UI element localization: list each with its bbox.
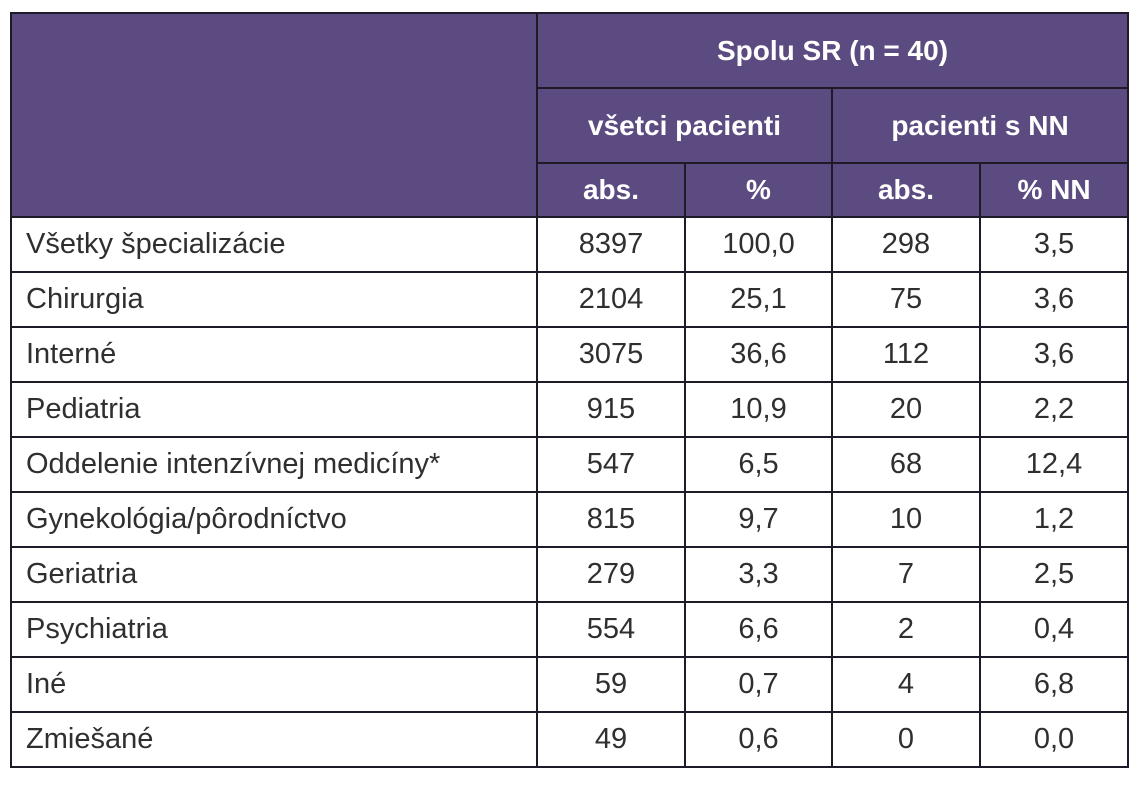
cell-abs-all: 59: [536, 656, 686, 713]
row-label: Chirurgia: [10, 271, 538, 328]
row-label: Geriatria: [10, 546, 538, 603]
cell-pct-all: 6,6: [684, 601, 833, 658]
table-row: Interné 3075 36,6 112 3,6: [10, 326, 1130, 383]
table-row: Gynekológia/pôrodníctvo 815 9,7 10 1,2: [10, 491, 1130, 548]
cell-abs-nn: 0: [831, 711, 981, 768]
cell-abs-nn: 298: [831, 216, 981, 273]
cell-abs-nn: 68: [831, 436, 981, 493]
table-row: Zmiešané 49 0,6 0 0,0: [10, 711, 1130, 768]
cell-pct-nn: 0,4: [978, 601, 1130, 658]
cell-abs-nn: 75: [831, 271, 981, 328]
row-label: Všetky špecializácie: [10, 216, 538, 273]
cell-abs-all: 815: [536, 491, 686, 548]
row-label: Oddelenie intenzívnej medicíny*: [10, 436, 538, 493]
cell-pct-nn: 2,5: [978, 546, 1130, 603]
cell-pct-nn: 3,5: [978, 216, 1130, 273]
cell-pct-all: 36,6: [684, 326, 833, 383]
table-row: Geriatria 279 3,3 7 2,5: [10, 546, 1130, 603]
cell-pct-all: 0,7: [684, 656, 833, 713]
cell-pct-all: 6,5: [684, 436, 833, 493]
cell-pct-all: 25,1: [684, 271, 833, 328]
cell-abs-nn: 7: [831, 546, 981, 603]
table-row: Všetky špecializácie 8397 100,0 298 3,5: [10, 216, 1130, 273]
cell-abs-nn: 4: [831, 656, 981, 713]
cell-pct-nn: 12,4: [978, 436, 1130, 493]
table-row: Pediatria 915 10,9 20 2,2: [10, 381, 1130, 438]
cell-pct-all: 9,7: [684, 491, 833, 548]
header-col-abs-nn: abs.: [831, 162, 981, 218]
cell-abs-all: 547: [536, 436, 686, 493]
cell-pct-nn: 3,6: [978, 326, 1130, 383]
table-body: Všetky špecializácie 8397 100,0 298 3,5 …: [10, 216, 1130, 768]
cell-abs-all: 49: [536, 711, 686, 768]
table-row: Psychiatria 554 6,6 2 0,4: [10, 601, 1130, 658]
header-subgroup-all-patients: všetci pacienti: [536, 87, 833, 164]
cell-abs-nn: 10: [831, 491, 981, 548]
cell-pct-all: 10,9: [684, 381, 833, 438]
cell-pct-nn: 0,0: [978, 711, 1130, 768]
row-label: Interné: [10, 326, 538, 383]
cell-pct-all: 100,0: [684, 216, 833, 273]
header-group-title: Spolu SR (n = 40): [535, 12, 1130, 89]
header-col-pct-all: %: [684, 162, 833, 218]
specialization-table: Spolu SR (n = 40) všetci pacienti pacien…: [10, 12, 1130, 768]
cell-abs-all: 2104: [536, 271, 686, 328]
cell-pct-nn: 2,2: [978, 381, 1130, 438]
cell-pct-all: 0,6: [684, 711, 833, 768]
specialization-table-wrapper: Spolu SR (n = 40) všetci pacienti pacien…: [10, 12, 1130, 768]
cell-abs-all: 3075: [536, 326, 686, 383]
row-label: Gynekológia/pôrodníctvo: [10, 491, 538, 548]
row-label: Psychiatria: [10, 601, 538, 658]
cell-abs-all: 8397: [536, 216, 686, 273]
table-row: Chirurgia 2104 25,1 75 3,6: [10, 271, 1130, 328]
table-row: Oddelenie intenzívnej medicíny* 547 6,5 …: [10, 436, 1130, 493]
cell-abs-nn: 2: [831, 601, 981, 658]
cell-abs-all: 915: [536, 381, 686, 438]
cell-pct-nn: 6,8: [978, 656, 1130, 713]
cell-pct-nn: 1,2: [978, 491, 1130, 548]
row-label: Zmiešané: [10, 711, 538, 768]
cell-pct-all: 3,3: [684, 546, 833, 603]
cell-abs-all: 279: [536, 546, 686, 603]
header-corner-cell: [10, 12, 538, 218]
cell-abs-all: 554: [536, 601, 686, 658]
cell-pct-nn: 3,6: [978, 271, 1130, 328]
header-subgroup-patients-nn: pacienti s NN: [830, 87, 1130, 164]
header-col-pct-nn: % NN: [978, 162, 1130, 218]
table-header: Spolu SR (n = 40) všetci pacienti pacien…: [10, 12, 1130, 218]
cell-abs-nn: 20: [831, 381, 981, 438]
cell-abs-nn: 112: [831, 326, 981, 383]
table-row: Iné 59 0,7 4 6,8: [10, 656, 1130, 713]
row-label: Iné: [10, 656, 538, 713]
row-label: Pediatria: [10, 381, 538, 438]
header-col-abs-all: abs.: [536, 162, 686, 218]
